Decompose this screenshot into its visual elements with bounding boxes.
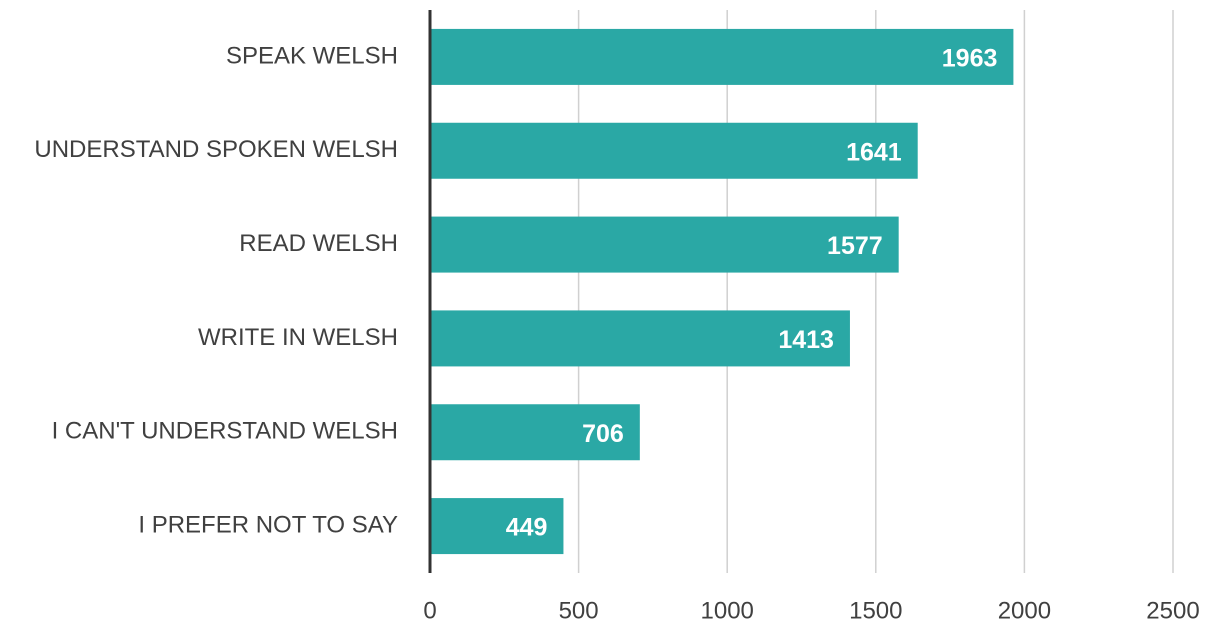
x-tick-label: 500 [559,597,599,624]
y-tick-label: READ WELSH [239,230,398,257]
x-tick-label: 2000 [998,597,1051,624]
y-tick-label: SPEAK WELSH [226,42,398,69]
bar [430,404,640,461]
y-tick-label: I PREFER NOT TO SAY [138,511,398,538]
value-label: 1577 [827,232,883,260]
y-tick-label: UNDERSTAND SPOKEN WELSH [34,136,398,163]
x-tick-label: 0 [423,597,436,624]
value-label: 1963 [942,45,998,73]
value-label: 1413 [778,326,834,354]
bar [430,216,899,273]
x-tick-label: 2500 [1146,597,1199,624]
bar [430,498,564,555]
bar [430,310,850,367]
y-tick-label: WRITE IN WELSH [198,324,398,351]
value-label: 706 [582,420,624,448]
bar [430,122,918,179]
value-label: 449 [506,514,548,542]
y-tick-label: I CAN'T UNDERSTAND WELSH [52,418,398,445]
x-tick-label: 1000 [701,597,754,624]
x-tick-label: 1500 [849,597,902,624]
bar [430,28,1014,85]
value-label: 1641 [846,138,902,166]
